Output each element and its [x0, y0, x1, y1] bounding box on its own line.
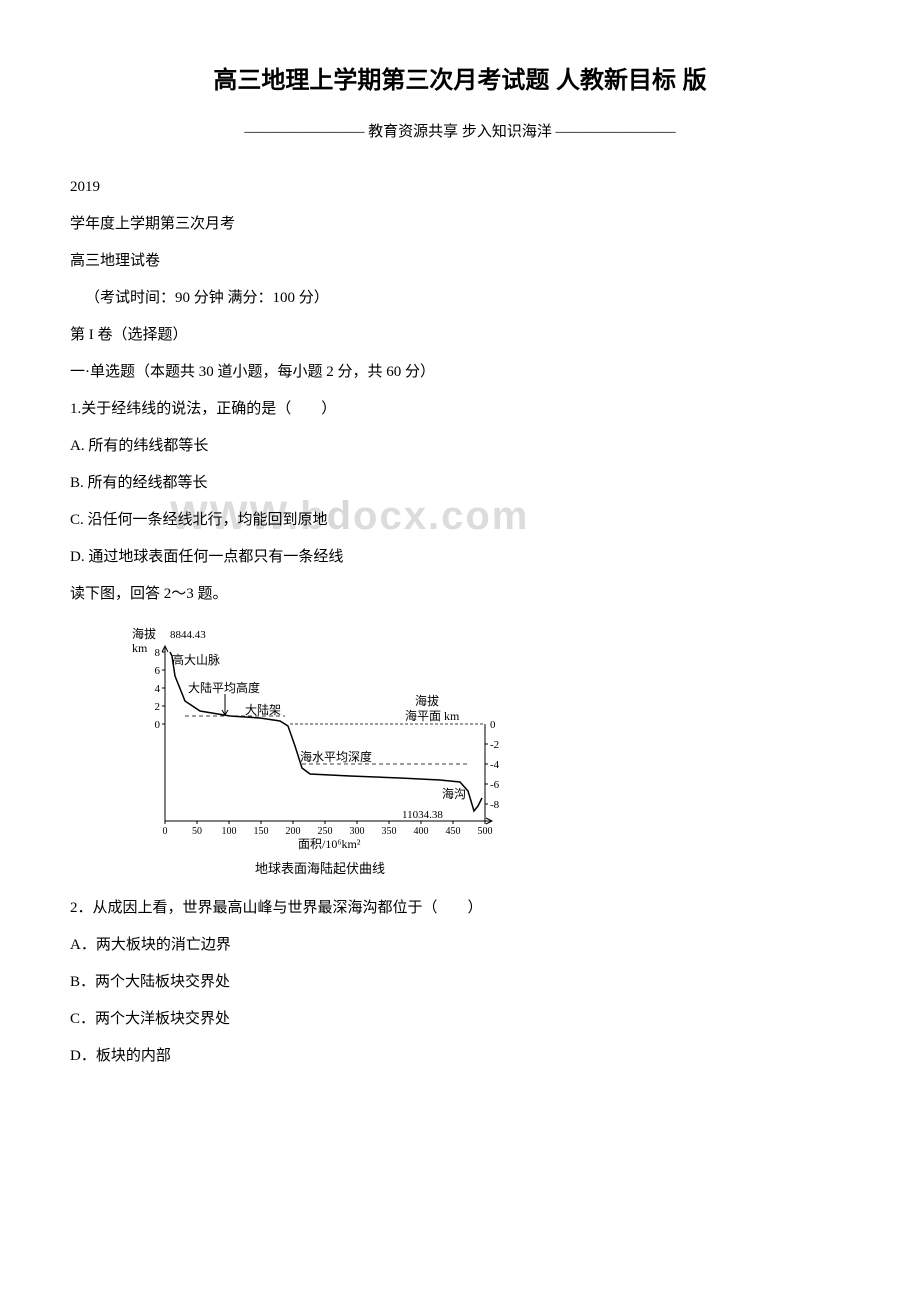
option-1a: A. 所有的纬线都等长: [70, 430, 850, 463]
line-instructions: 一·单选题（本题共 30 道小题，每小题 2 分，共 60 分）: [70, 356, 850, 389]
label-trench: 海沟: [442, 786, 466, 801]
svg-text:150: 150: [254, 826, 269, 837]
year-text: 2019: [70, 171, 850, 204]
question-1: 1.关于经纬线的说法，正确的是（ ）: [70, 393, 850, 426]
option-1d: D. 通过地球表面任何一点都只有一条经线: [70, 541, 850, 574]
line-semester: 学年度上学期第三次月考: [70, 208, 850, 241]
option-2a: A．两大板块的消亡边界: [70, 929, 850, 962]
svg-text:450: 450: [446, 826, 461, 837]
svg-text:-4: -4: [490, 759, 500, 771]
elevation-chart: 0 2 4 6 8 0 -2 -4 -6 -8 0 50 100 150 200…: [130, 626, 850, 877]
svg-text:0: 0: [490, 719, 496, 731]
svg-text:250: 250: [318, 826, 333, 837]
right-y-ticks: 0 -2 -4 -6 -8: [485, 719, 500, 811]
page-title: 高三地理上学期第三次月考试题 人教新目标 版: [70, 60, 850, 95]
subtitle: ———————— 教育资源共享 步入知识海洋 ————————: [70, 120, 850, 141]
svg-text:0: 0: [163, 826, 168, 837]
chart-title: 地球表面海陆起伏曲线: [130, 858, 510, 877]
option-1c: C. 沿任何一条经线北行，均能回到原地: [70, 504, 850, 537]
svg-text:4: 4: [155, 683, 161, 695]
svg-text:400: 400: [414, 826, 429, 837]
figure-prompt: 读下图，回答 2～3 题。: [70, 578, 850, 611]
svg-text:-8: -8: [490, 799, 500, 811]
label-shelf: 大陆架: [245, 702, 281, 717]
svg-text:350: 350: [382, 826, 397, 837]
svg-text:300: 300: [350, 826, 365, 837]
line-subject: 高三地理试卷: [70, 245, 850, 278]
svg-text:50: 50: [192, 826, 202, 837]
svg-text:2: 2: [155, 701, 161, 713]
svg-text:8: 8: [155, 647, 161, 659]
label-sea-level: 海平面 km: [405, 708, 460, 723]
line-section: 第 I 卷（选择题）: [70, 319, 850, 352]
label-deep: 11034.38: [402, 809, 443, 821]
label-haiba-left: 海拔: [132, 626, 156, 641]
elevation-curve: [170, 652, 482, 811]
option-2c: C．两个大洋板块交界处: [70, 1003, 850, 1036]
label-mountain: 高大山脉: [172, 652, 220, 667]
svg-text:0: 0: [155, 719, 161, 731]
label-land-avg: 大陆平均高度: [188, 680, 260, 695]
question-2: 2．从成因上看，世界最高山峰与世界最深海沟都位于（ ）: [70, 892, 850, 925]
option-1b: B. 所有的经线都等长: [70, 467, 850, 500]
svg-text:200: 200: [286, 826, 301, 837]
svg-text:500: 500: [478, 826, 493, 837]
label-peak: 8844.43: [170, 629, 206, 641]
option-2d: D．板块的内部: [70, 1040, 850, 1073]
label-km-left: km: [132, 641, 148, 655]
x-ticks: 0 50 100 150 200 250 300 350 400 450 500: [163, 821, 493, 837]
x-axis-label: 面积/10⁶km²: [298, 837, 361, 851]
svg-text:-2: -2: [490, 739, 499, 751]
label-sea-avg: 海水平均深度: [300, 749, 372, 764]
svg-text:100: 100: [222, 826, 237, 837]
svg-text:6: 6: [155, 665, 161, 677]
chart-svg: 0 2 4 6 8 0 -2 -4 -6 -8 0 50 100 150 200…: [130, 626, 510, 856]
left-y-ticks: 0 2 4 6 8: [155, 647, 166, 731]
svg-text:-6: -6: [490, 779, 500, 791]
option-2b: B．两个大陆板块交界处: [70, 966, 850, 999]
label-haiba-right: 海拔: [415, 693, 439, 708]
line-exam-info: （考试时间：90 分钟 满分：100 分）: [70, 282, 850, 315]
